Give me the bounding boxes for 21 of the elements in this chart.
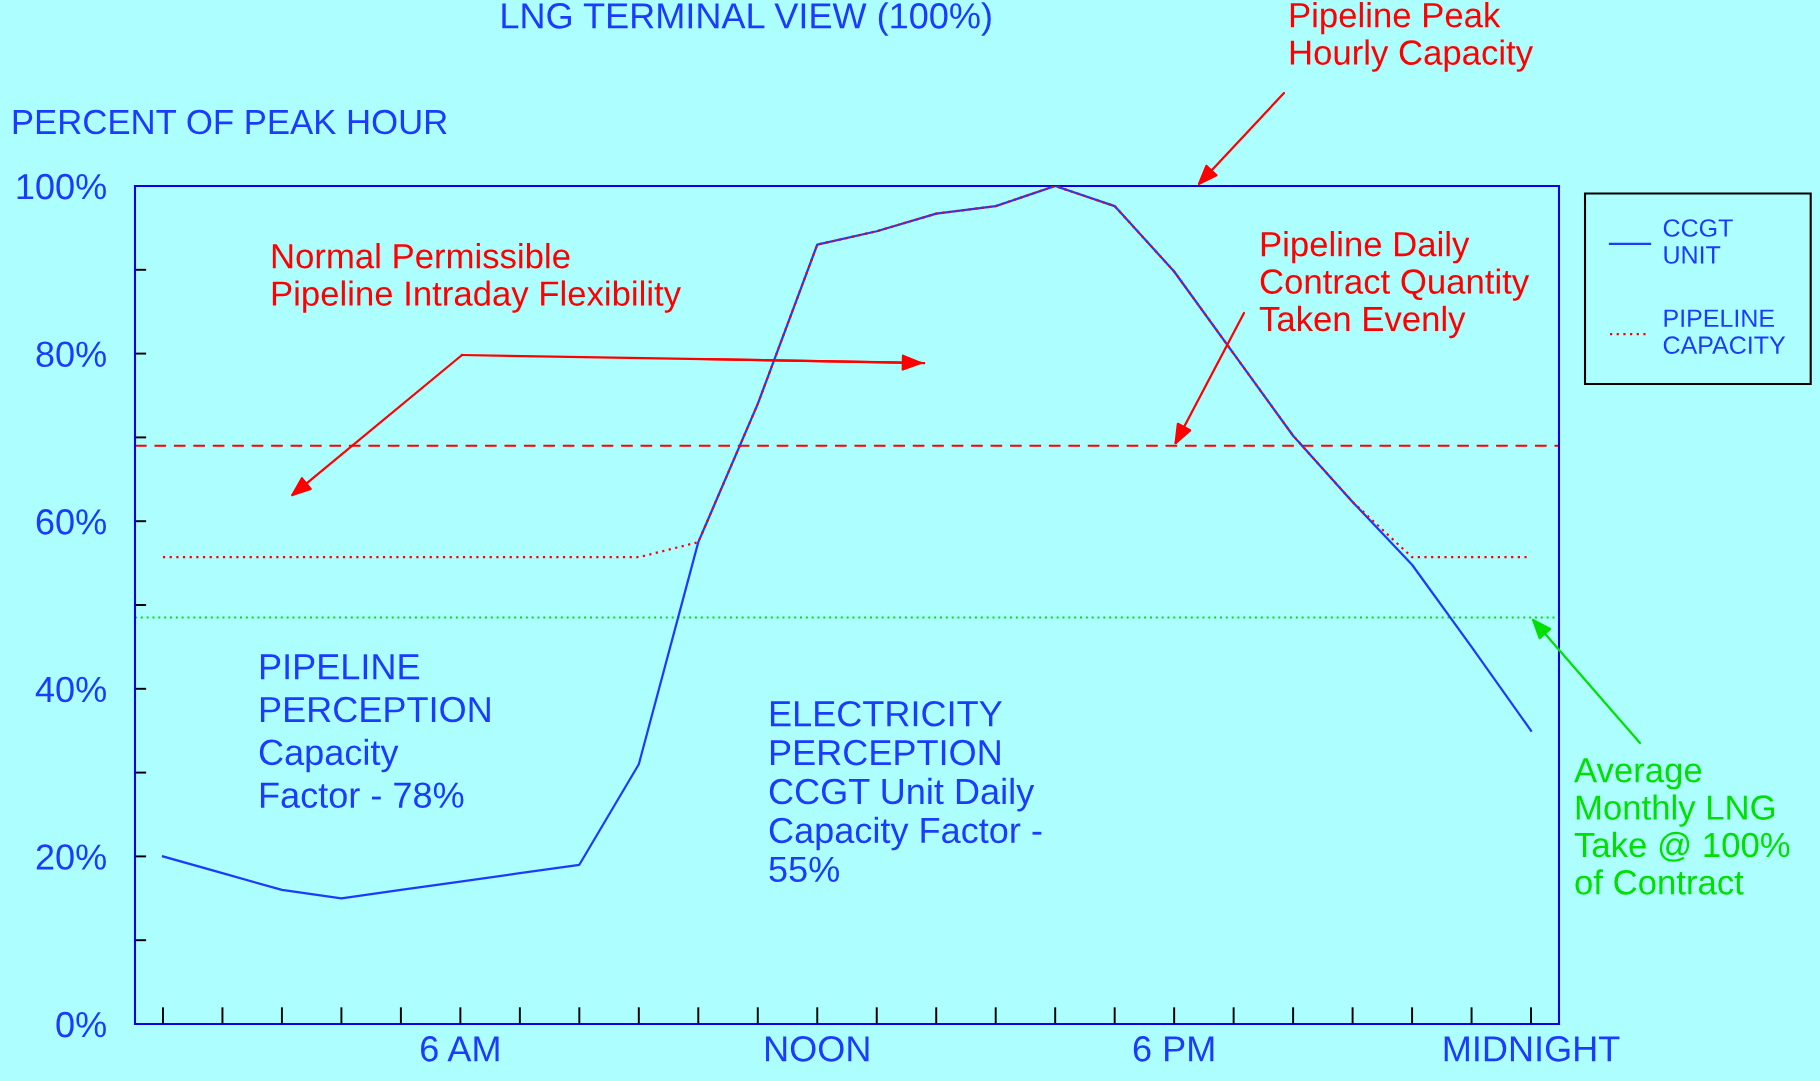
text: Pipeline Peak Hourly Capacity xyxy=(1290,2,1534,72)
legend-label: PIPELINE CAPACITY xyxy=(1663,309,1786,355)
y-tick-label: 60% xyxy=(36,509,106,535)
y-tick-label: 20% xyxy=(36,844,106,870)
x-tick-label: 6 AM xyxy=(421,1036,499,1062)
y-axis-title: PERCENT OF PEAK HOUR xyxy=(13,109,447,135)
x-tick-label: NOON xyxy=(766,1036,869,1062)
chart-title: LNG TERMINAL VIEW (100%) xyxy=(502,2,991,36)
x-tick-label: MIDNIGHT xyxy=(1444,1036,1620,1062)
y-tick-label: 100% xyxy=(17,173,106,200)
y-tick-label: 40% xyxy=(35,676,106,703)
annotation: Average Monthly LNG Take @ 100% of Contract xyxy=(1574,758,1790,895)
annotation: Pipeline Daily Contract Quantity Taken Evenly xyxy=(1259,231,1530,339)
legend-label: CCGT UNIT xyxy=(1663,219,1733,264)
annotation: ELECTRICITY PERCEPTION CCGT Unit Daily Capacity Factor - 55% xyxy=(769,700,1042,883)
annotation: Normal Permissible Pipeline Intraday Flexibility xyxy=(272,243,682,313)
y-tick-label: 0% xyxy=(56,1011,106,1038)
annotation: PIPELINE PERCEPTION Capacity Factor - 78% xyxy=(259,654,490,808)
line-series xyxy=(161,186,1533,900)
x-tick-label: 6 PM xyxy=(1133,1036,1214,1062)
y-tick-label: 80% xyxy=(36,341,106,368)
